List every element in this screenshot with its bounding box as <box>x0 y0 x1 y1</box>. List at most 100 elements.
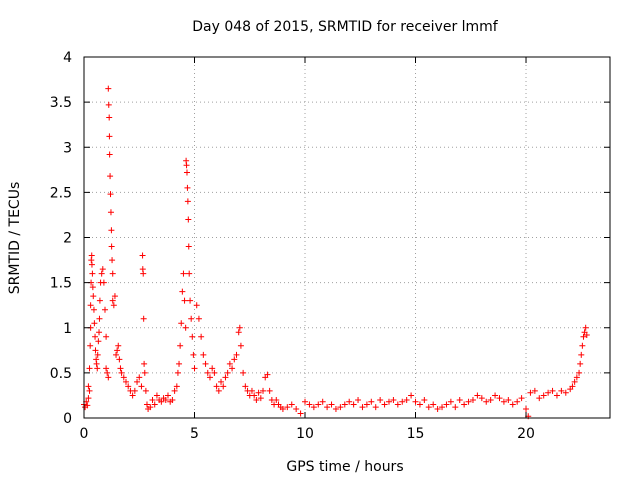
y-axis-title: SRMTID / TECUs <box>7 182 23 295</box>
data-point <box>514 398 521 405</box>
data-point <box>185 216 192 223</box>
y-tick-label: 4 <box>63 50 72 66</box>
data-point <box>109 297 116 304</box>
data-point <box>509 401 516 408</box>
data-point <box>236 324 243 331</box>
data-point <box>235 329 242 336</box>
data-point <box>84 402 91 409</box>
data-point <box>109 257 116 264</box>
data-point <box>107 209 114 216</box>
data-point <box>186 270 193 277</box>
data-point <box>140 315 147 322</box>
data-point <box>253 396 260 403</box>
data-point <box>90 293 97 300</box>
data-point <box>184 184 191 191</box>
data-point <box>141 369 148 376</box>
data-point <box>213 383 220 390</box>
data-point <box>118 369 125 376</box>
data-point <box>222 374 229 381</box>
data-point <box>288 401 295 408</box>
data-point <box>233 351 240 358</box>
data-point <box>500 398 507 405</box>
data-point <box>443 401 450 408</box>
chart-title: Day 048 of 2015, SRMTID for receiver lmm… <box>192 19 499 35</box>
data-point <box>260 387 267 394</box>
data-point <box>297 410 304 417</box>
data-point <box>569 383 576 390</box>
data-point <box>174 369 181 376</box>
data-point <box>215 387 222 394</box>
data-point <box>372 404 379 411</box>
data-point <box>578 351 585 358</box>
data-point <box>110 302 117 309</box>
data-point <box>206 374 213 381</box>
data-point <box>452 404 459 411</box>
data-point <box>93 360 100 367</box>
data-point <box>465 398 472 405</box>
data-point <box>242 383 249 390</box>
data-point <box>182 324 189 331</box>
data-point <box>461 401 468 408</box>
data-point <box>408 392 415 399</box>
data-point <box>577 360 584 367</box>
data-point <box>101 306 108 313</box>
data-point <box>179 288 186 295</box>
data-point <box>96 297 103 304</box>
data-point <box>147 404 154 411</box>
data-point <box>492 392 499 399</box>
data-point <box>106 151 113 158</box>
data-point <box>416 401 423 408</box>
plot-frame <box>83 56 611 419</box>
x-tick-label: 20 <box>517 426 535 442</box>
y-tick-label: 1.5 <box>50 276 72 292</box>
data-point <box>114 347 121 354</box>
x-tick-label: 15 <box>407 426 425 442</box>
data-point <box>89 270 96 277</box>
data-point <box>94 365 101 372</box>
data-point <box>143 401 150 408</box>
data-point <box>183 162 190 169</box>
data-point <box>129 392 136 399</box>
data-point <box>355 396 362 403</box>
data-point <box>390 396 397 403</box>
data-point <box>209 365 216 372</box>
data-point <box>264 371 271 378</box>
data-point <box>109 270 116 277</box>
data-point <box>95 338 102 345</box>
data-point <box>531 387 538 394</box>
data-point <box>107 191 114 198</box>
data-point <box>200 351 207 358</box>
data-point <box>266 387 273 394</box>
data-point <box>350 401 357 408</box>
data-point <box>558 387 565 394</box>
data-point <box>87 342 94 349</box>
data-point <box>111 293 118 300</box>
y-tick-label: 2 <box>63 231 72 247</box>
data-point <box>87 302 94 309</box>
data-point <box>582 324 589 331</box>
data-point <box>273 396 280 403</box>
data-point <box>105 101 112 108</box>
data-point <box>178 320 185 327</box>
data-point <box>176 360 183 367</box>
data-point <box>187 297 194 304</box>
grid-lines <box>84 57 610 418</box>
data-point <box>469 396 476 403</box>
data-point <box>90 306 97 313</box>
data-point <box>218 378 225 385</box>
data-point <box>319 398 326 405</box>
data-point <box>368 398 375 405</box>
data-point <box>549 387 556 394</box>
y-tick-label: 0 <box>63 411 72 427</box>
data-point <box>240 369 247 376</box>
data-point <box>169 396 176 403</box>
data-point <box>302 398 309 405</box>
x-axis-title: GPS time / hours <box>286 459 403 475</box>
data-point <box>399 398 406 405</box>
data-point <box>251 392 258 399</box>
data-point <box>483 398 490 405</box>
data-point <box>474 392 481 399</box>
data-point <box>447 398 454 405</box>
data-point <box>107 173 114 180</box>
